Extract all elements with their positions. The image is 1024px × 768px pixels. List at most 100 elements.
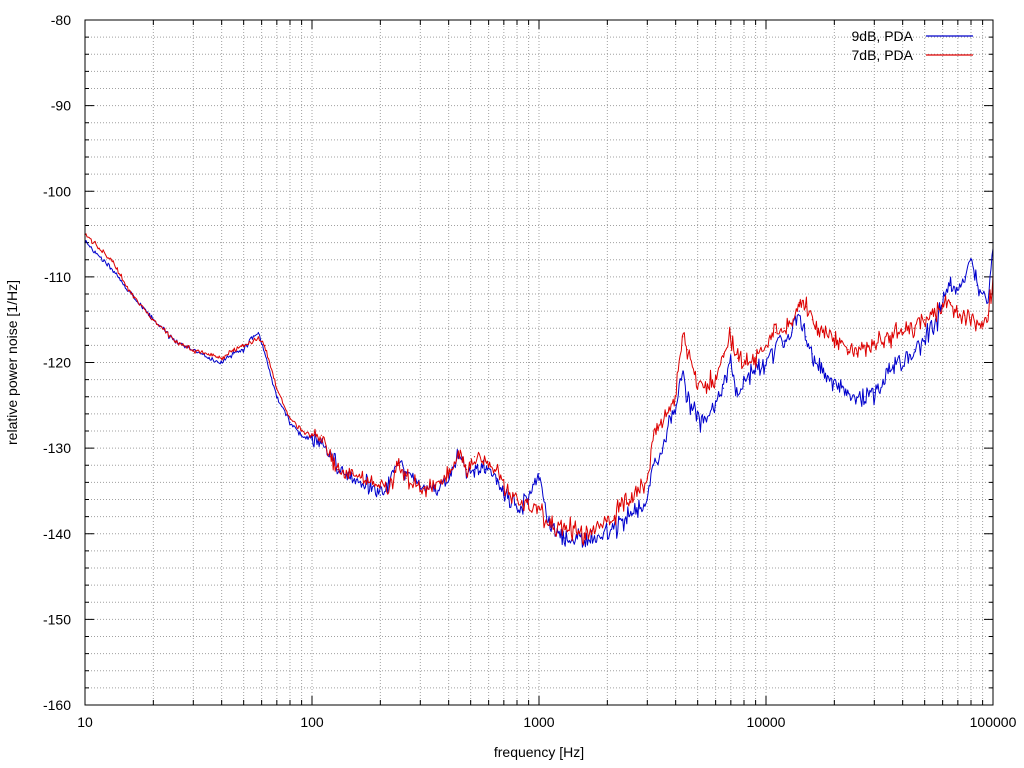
- series-point: [863, 344, 865, 346]
- series-point: [682, 336, 684, 338]
- series-point: [847, 391, 849, 394]
- series-point: [466, 468, 468, 471]
- x-tick-label: 100000: [970, 714, 1017, 730]
- series-point: [811, 353, 813, 355]
- series-point: [152, 319, 154, 321]
- series-point: [528, 507, 530, 509]
- series-point: [855, 353, 857, 355]
- series-point: [320, 443, 322, 445]
- y-tick-labels: -80 -90 -100 -110 -120 -130 -140 -150 -160: [43, 12, 71, 713]
- series-point: [564, 528, 566, 531]
- series-point: [174, 340, 176, 342]
- series-point: [405, 477, 407, 479]
- series-point: [774, 344, 777, 346]
- series-point: [419, 486, 421, 488]
- series-point: [221, 357, 223, 359]
- series-point: [646, 477, 648, 479]
- series-point: [301, 434, 303, 436]
- series-point: [697, 417, 699, 419]
- series-point: [192, 349, 194, 351]
- series-point: [606, 520, 608, 522]
- x-tick-label: 10: [77, 714, 93, 730]
- series-point: [811, 319, 813, 321]
- x-axis-label: frequency [Hz]: [494, 744, 584, 760]
- series-point: [538, 473, 540, 475]
- series-point: [495, 477, 498, 479]
- series-point: [503, 494, 505, 496]
- series-point: [774, 331, 777, 334]
- series-point: [221, 361, 223, 364]
- series-point: [697, 387, 699, 389]
- series-point: [379, 494, 381, 496]
- x-tick-label: 1000: [523, 714, 554, 730]
- series-point: [706, 387, 708, 389]
- series-point: [264, 353, 266, 355]
- series-line-0: [84, 240, 994, 548]
- series-point: [913, 327, 915, 329]
- series-point: [301, 430, 303, 432]
- series-point: [675, 404, 677, 406]
- series-point: [628, 516, 630, 518]
- series-point: [783, 340, 785, 342]
- series-point: [459, 451, 461, 453]
- series-point: [805, 336, 807, 338]
- series-point: [686, 349, 688, 351]
- series-point: [715, 404, 717, 406]
- series-point: [351, 473, 353, 475]
- series-point: [982, 293, 984, 295]
- series-point: [924, 319, 926, 321]
- series-point: [949, 302, 952, 304]
- series-point: [397, 464, 399, 466]
- series-point: [976, 323, 978, 325]
- series-point: [484, 460, 486, 462]
- series-point: [547, 524, 550, 526]
- series-point: [584, 533, 586, 535]
- series-point: [924, 336, 926, 338]
- series-point: [888, 336, 891, 338]
- series-point: [755, 357, 757, 359]
- x-tick-label: 100: [300, 714, 324, 730]
- series-point: [538, 507, 540, 509]
- series-point: [765, 361, 767, 364]
- series-point: [448, 473, 450, 475]
- series-point: [706, 417, 708, 419]
- series-point: [957, 293, 959, 295]
- series-point: [933, 327, 935, 329]
- y-tick-label: -90: [51, 98, 71, 114]
- series-point: [276, 396, 278, 398]
- series-point: [243, 344, 245, 346]
- series-point: [743, 361, 745, 364]
- series-point: [730, 361, 732, 364]
- series-point: [379, 486, 381, 488]
- series-point: [337, 468, 339, 471]
- series-point: [232, 349, 234, 351]
- series-point: [847, 349, 849, 351]
- series-point: [833, 340, 835, 342]
- series-point: [369, 486, 371, 488]
- y-tick-label: -120: [43, 355, 71, 371]
- series-point: [873, 340, 875, 342]
- series-point: [755, 370, 757, 372]
- y-tick-label: -160: [43, 697, 71, 713]
- x-tick-label: 10000: [747, 714, 786, 730]
- series-point: [661, 447, 664, 449]
- series-point: [389, 486, 391, 488]
- series-point: [833, 383, 835, 385]
- series-point: [964, 314, 966, 316]
- series-line-1: [84, 233, 994, 546]
- series-point: [484, 468, 486, 471]
- series-point: [798, 302, 800, 304]
- series-point: [902, 331, 904, 334]
- series-point: [207, 353, 210, 355]
- series-point: [311, 439, 313, 441]
- series-point: [817, 327, 819, 329]
- series-point: [516, 507, 518, 509]
- series-point: [661, 426, 664, 428]
- series-point: [434, 490, 437, 492]
- series-point: [863, 396, 865, 398]
- series-lines: [84, 233, 994, 548]
- y-tick-label: -130: [43, 440, 71, 456]
- y-tick-label: -100: [43, 183, 71, 199]
- series-point: [516, 498, 518, 501]
